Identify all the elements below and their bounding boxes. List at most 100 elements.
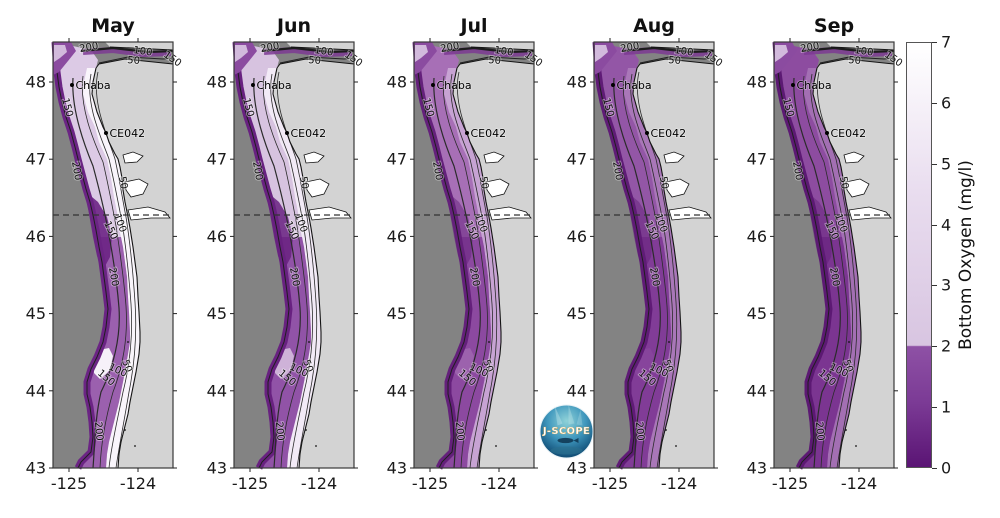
depth-contour-line bbox=[810, 73, 854, 469]
strait-south-shore bbox=[816, 58, 895, 69]
islet-dot bbox=[485, 429, 487, 431]
light-ray bbox=[568, 404, 575, 425]
station-label: Chaba bbox=[437, 79, 472, 92]
contour-label: 200 bbox=[430, 161, 444, 182]
colorbar-tick bbox=[932, 407, 937, 409]
inner-shelf-band bbox=[624, 68, 681, 468]
colorbar-tick bbox=[932, 102, 937, 104]
depth-contour-line bbox=[793, 77, 841, 469]
contour-label: 50 bbox=[300, 358, 315, 374]
strait-oxygen-band bbox=[82, 46, 172, 58]
islet-dot bbox=[488, 341, 490, 343]
colorbar-label: Bottom Oxygen (mg/l) bbox=[956, 160, 976, 350]
estuary-shape bbox=[665, 178, 690, 198]
islet-dot bbox=[495, 445, 497, 447]
depth-contour-line bbox=[450, 73, 494, 469]
logo-circle bbox=[539, 404, 594, 459]
islet-dot bbox=[665, 429, 667, 431]
contour-label: 50 bbox=[660, 358, 675, 374]
y-tick-label: 45 bbox=[207, 304, 227, 323]
shelf-edge-contour bbox=[415, 41, 470, 469]
whale-tail bbox=[573, 438, 579, 443]
map-panel-may: 200 100 50 150 150 200 50 100 150 200 50 100 150 200 C… bbox=[26, 15, 185, 493]
strait-oxygen-band bbox=[443, 46, 533, 58]
panel-frame bbox=[413, 41, 535, 469]
y-tick-label: 44 bbox=[567, 381, 587, 400]
estuary-shape bbox=[663, 151, 685, 164]
strait-south-shore bbox=[95, 58, 174, 69]
contour-label: 100 bbox=[674, 45, 694, 59]
contour-label: 200 bbox=[79, 41, 100, 55]
x-tick-label: -125 bbox=[412, 474, 448, 493]
islet-dot bbox=[124, 429, 126, 431]
contour-label: 200 bbox=[273, 421, 286, 441]
contour-label: 50 bbox=[127, 55, 141, 67]
strait-north-shore bbox=[290, 46, 355, 51]
y-tick-label: 45 bbox=[747, 304, 767, 323]
estuary-shape bbox=[483, 151, 505, 164]
strait-contour-thin bbox=[459, 56, 535, 64]
y-tick-label: 44 bbox=[387, 381, 407, 400]
strait-contour-thin bbox=[279, 56, 355, 64]
y-tick-label: 48 bbox=[207, 73, 227, 92]
panel-frame bbox=[773, 41, 895, 469]
estuary-shape bbox=[488, 206, 532, 221]
station-marker-ce042 bbox=[465, 131, 469, 135]
depth-contour-line bbox=[81, 75, 127, 469]
contour-label: 200 bbox=[610, 161, 624, 182]
contour-label: 200 bbox=[800, 41, 821, 55]
islet-dot bbox=[848, 341, 850, 343]
map-panel-sep: 200 100 50 150 150 200 50 100 150 200 50 100 150 200 C… bbox=[747, 15, 906, 493]
y-tick-label: 47 bbox=[207, 150, 227, 169]
depth-contour-line bbox=[433, 77, 481, 469]
contour-label: 50 bbox=[297, 176, 310, 190]
islet-dot bbox=[308, 341, 310, 343]
y-tick-label: 47 bbox=[26, 150, 46, 169]
x-tick-label: -124 bbox=[120, 474, 156, 493]
contour-label: 50 bbox=[837, 176, 850, 190]
depth-contour-line bbox=[637, 71, 678, 469]
colorbar-tick-label: 5 bbox=[941, 154, 952, 174]
estuary-shape bbox=[485, 178, 510, 198]
station-label: Chaba bbox=[257, 79, 292, 92]
station-marker-ce042 bbox=[285, 131, 289, 135]
x-tick-label: -125 bbox=[232, 474, 268, 493]
islet-dot bbox=[134, 445, 136, 447]
colorbar-tick bbox=[932, 224, 937, 226]
estuary-shape bbox=[122, 151, 144, 164]
estuary-shape bbox=[305, 178, 330, 198]
shelf-edge-contour bbox=[775, 41, 830, 469]
x-tick-label: -124 bbox=[841, 474, 877, 493]
strait-south-shore bbox=[276, 58, 355, 69]
station-label: Chaba bbox=[617, 79, 652, 92]
strait-contour-thin bbox=[819, 56, 895, 64]
depth-contour-line bbox=[802, 75, 848, 469]
contour-label: 200 bbox=[92, 421, 105, 441]
islet-dot bbox=[675, 445, 677, 447]
islet-dot bbox=[315, 445, 317, 447]
whale-silhouette bbox=[557, 437, 574, 444]
contour-label: 200 bbox=[250, 161, 264, 182]
light-ray bbox=[576, 409, 583, 426]
y-tick-label: 45 bbox=[387, 304, 407, 323]
panel-title: May bbox=[91, 15, 135, 37]
jscope-logo-graphic: J-SCOPE bbox=[539, 404, 594, 459]
estuary-shape bbox=[124, 178, 149, 198]
map-panel-aug: 200 100 50 150 150 200 50 100 150 200 50 100 150 200 C… bbox=[567, 15, 726, 493]
estuary-shape bbox=[848, 206, 892, 221]
contour-label: 200 bbox=[790, 161, 804, 182]
y-tick-label: 46 bbox=[26, 227, 46, 246]
station-label: CE042 bbox=[110, 127, 146, 140]
contour-label: 200 bbox=[647, 267, 661, 288]
contour-label: 50 bbox=[840, 358, 855, 374]
y-tick-label: 43 bbox=[567, 459, 587, 478]
depth-contour-line bbox=[613, 77, 661, 469]
x-tick-label: -125 bbox=[592, 474, 628, 493]
y-tick-label: 46 bbox=[207, 227, 227, 246]
estuary-shape bbox=[303, 151, 325, 164]
station-marker-ce042 bbox=[645, 131, 649, 135]
strait-north-shore bbox=[470, 46, 535, 51]
strait-south-shore bbox=[456, 58, 535, 69]
